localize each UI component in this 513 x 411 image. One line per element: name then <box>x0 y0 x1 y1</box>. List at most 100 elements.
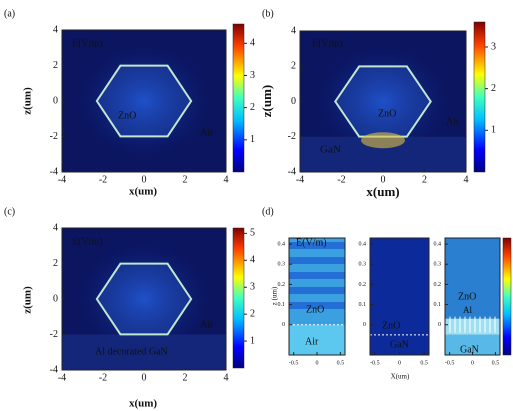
annotation: ZnO <box>378 108 396 119</box>
annotation: E(V/m) <box>72 38 103 49</box>
annotation: GaN <box>460 344 479 355</box>
annotation: ZnO <box>118 110 136 121</box>
x-tick-label: 0.5 <box>337 360 345 366</box>
panel-label: (d) <box>262 206 274 217</box>
y-tick-label: 0.2 <box>434 282 442 288</box>
annotation: Al <box>463 305 472 315</box>
x-tick-label: -0.5 <box>370 360 380 366</box>
y-tick-label: 0.1 <box>278 302 286 308</box>
y-tick-label: 4 <box>53 24 58 35</box>
colorbar-tick-label: 5 <box>250 228 255 239</box>
colorbar <box>233 228 244 368</box>
x-tick-label: -2 <box>99 174 107 185</box>
hotspot <box>361 132 405 148</box>
colorbar-tick-label: 1 <box>250 335 255 346</box>
colorbar-tick-label: 2 <box>491 83 496 94</box>
y-tick-label: 0 <box>438 322 441 328</box>
y-tick-label: 4 <box>291 25 296 36</box>
colorbar-tick-label: 1 <box>491 125 496 136</box>
panel-label: (c) <box>4 206 15 217</box>
y-tick-label: 0.2 <box>359 282 367 288</box>
y-tick-label: 2 <box>53 258 58 269</box>
x-tick-label: 0 <box>316 360 319 366</box>
x-tick-label: -4 <box>58 174 66 185</box>
x-tick-label: 0.5 <box>492 360 500 366</box>
x-tick-label: -4 <box>58 372 66 383</box>
colorbar-tick-label: 3 <box>250 282 255 293</box>
x-tick-label: 4 <box>464 174 469 185</box>
annotation: Al decorated GaN <box>95 346 168 357</box>
x-tick-label: -0.5 <box>289 360 299 366</box>
x-axis-label: x(um) <box>129 398 157 410</box>
x-tick-label: 0 <box>471 360 474 366</box>
annotation: ZnO <box>382 320 400 331</box>
y-tick-label: 0.1 <box>359 302 367 308</box>
annotation: E(V/m) <box>72 236 103 247</box>
x-tick-label: -2 <box>337 174 345 185</box>
y-tick-label: 4 <box>53 222 58 233</box>
colorbar-tick-label: 1 <box>250 134 255 145</box>
colorbar <box>474 22 485 172</box>
y-axis-label: z(um) <box>259 85 274 118</box>
y-tick-label: -4 <box>288 166 296 177</box>
x-tick-label: 2 <box>183 372 188 383</box>
annotation: GaN <box>320 144 341 156</box>
x-tick-label: -0.5 <box>445 360 455 366</box>
x-tick-label: -4 <box>296 174 304 185</box>
y-tick-label: 0.2 <box>278 282 286 288</box>
y-tick-label: 0.3 <box>434 262 442 268</box>
y-tick-label: 0.4 <box>359 241 367 247</box>
y-tick-label: -4 <box>50 166 58 177</box>
x-tick-label: 2 <box>422 174 427 185</box>
y-axis-label: z(um) <box>22 286 34 314</box>
x-tick-label: -2 <box>99 372 107 383</box>
panel-label: (b) <box>262 8 274 19</box>
y-tick-label: 0.1 <box>434 302 442 308</box>
y-tick-label: -2 <box>50 329 58 340</box>
y-tick-label: 0.4 <box>278 241 286 247</box>
x-tick-label: 0 <box>142 174 147 185</box>
annotation: E(V/m) <box>296 237 327 248</box>
y-tick-label: 2 <box>53 60 58 71</box>
y-axis-label: z(um) <box>22 87 34 115</box>
annotation: Air <box>200 319 214 330</box>
y-tick-label: -2 <box>50 131 58 142</box>
y-tick-label: 0.3 <box>278 262 286 268</box>
y-tick-label: 0 <box>53 293 58 304</box>
annotation: Air <box>200 127 214 138</box>
annotation: ZnO <box>458 291 476 302</box>
panel-label: (a) <box>4 8 15 19</box>
x-axis-label: x(um) <box>366 184 399 199</box>
colorbar-tick-label: 3 <box>491 41 496 52</box>
annotation: Air <box>446 116 460 127</box>
x-tick-label: 0 <box>398 360 401 366</box>
annotation: E(V/m) <box>312 38 343 49</box>
colorbar <box>233 24 244 172</box>
x-tick-label: 2 <box>183 174 188 185</box>
colorbar-tick-label: 2 <box>250 308 255 319</box>
figure: -4 -2 0 2 4 -4 -2 0 2 4 E(V/m) ZnO Air 1 2 3 4 (a) x(um) z(… <box>0 0 513 411</box>
colorbar <box>503 238 511 355</box>
colorbar-tick-label: 4 <box>250 255 255 266</box>
field-background <box>370 238 429 355</box>
x-tick-label: 0.5 <box>420 360 428 366</box>
colorbar-tick-label: 3 <box>250 70 255 81</box>
field-stripe <box>289 287 345 294</box>
y-tick-label: 0 <box>282 322 285 328</box>
annotation: ZnO <box>306 304 324 315</box>
x-axis-label: x(um) <box>129 186 157 198</box>
y-tick-label: 2 <box>291 61 296 72</box>
x-tick-label: 0 <box>142 372 147 383</box>
y-tick-label: -2 <box>288 131 296 142</box>
annotation: GaN <box>390 339 409 350</box>
field-region <box>445 319 500 335</box>
y-tick-label: 0 <box>53 95 58 106</box>
x-tick-label: 4 <box>224 174 229 185</box>
y-tick-label: 0 <box>363 322 366 328</box>
x-axis-label: X(um) <box>391 373 410 381</box>
y-tick-label: -4 <box>50 364 58 375</box>
y-tick-label: 0.4 <box>434 241 442 247</box>
colorbar-tick-label: 2 <box>250 102 255 113</box>
y-axis-label: z (um) <box>271 286 279 305</box>
field-stripe <box>289 257 345 264</box>
